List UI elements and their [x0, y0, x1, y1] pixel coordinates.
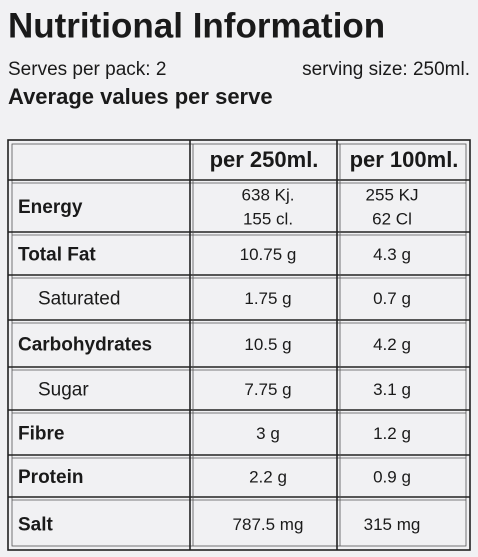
nutrient-label: Salt [18, 515, 54, 536]
value: 62 Cl [372, 209, 412, 228]
value: 0.9 g [373, 467, 411, 486]
value: 10.75 g [240, 245, 297, 264]
table-grid [7, 139, 471, 551]
nutrient-label: Protein [18, 467, 83, 488]
column-header: per 100ml. [350, 147, 459, 172]
subtitle: Average values per serve [8, 84, 273, 109]
value: 7.75 g [244, 380, 291, 399]
value: 10.5 g [244, 335, 291, 354]
value: 4.3 g [373, 245, 411, 264]
serving-size: serving size: 250ml. [302, 59, 470, 80]
value: 0.7 g [373, 289, 411, 308]
value: 2.2 g [249, 467, 287, 486]
title: Nutritional Information [8, 6, 385, 45]
nutrient-label: Fibre [18, 424, 64, 445]
sub-nutrient-label: Sugar [38, 380, 89, 401]
value: 3.1 g [373, 380, 411, 399]
value: 4.2 g [373, 335, 411, 354]
serves: Serves per pack: 2 [8, 59, 166, 80]
nutrient-label: Energy [18, 197, 83, 218]
value: 3 g [256, 424, 280, 443]
table-border [7, 139, 471, 551]
value: 155 cl. [243, 209, 293, 228]
nutrient-label: Total Fat [18, 245, 96, 266]
nutrient-label: Carbohydrates [18, 335, 152, 356]
value: 1.75 g [244, 289, 291, 308]
table-inner-border [11, 143, 467, 547]
value: 1.2 g [373, 424, 411, 443]
value: 787.5 mg [233, 515, 304, 534]
column-header: per 250ml. [210, 147, 319, 172]
value: 638 Kj. [242, 185, 295, 204]
sub-nutrient-label: Saturated [38, 289, 120, 310]
value: 255 KJ [366, 185, 419, 204]
value: 315 mg [364, 515, 421, 534]
